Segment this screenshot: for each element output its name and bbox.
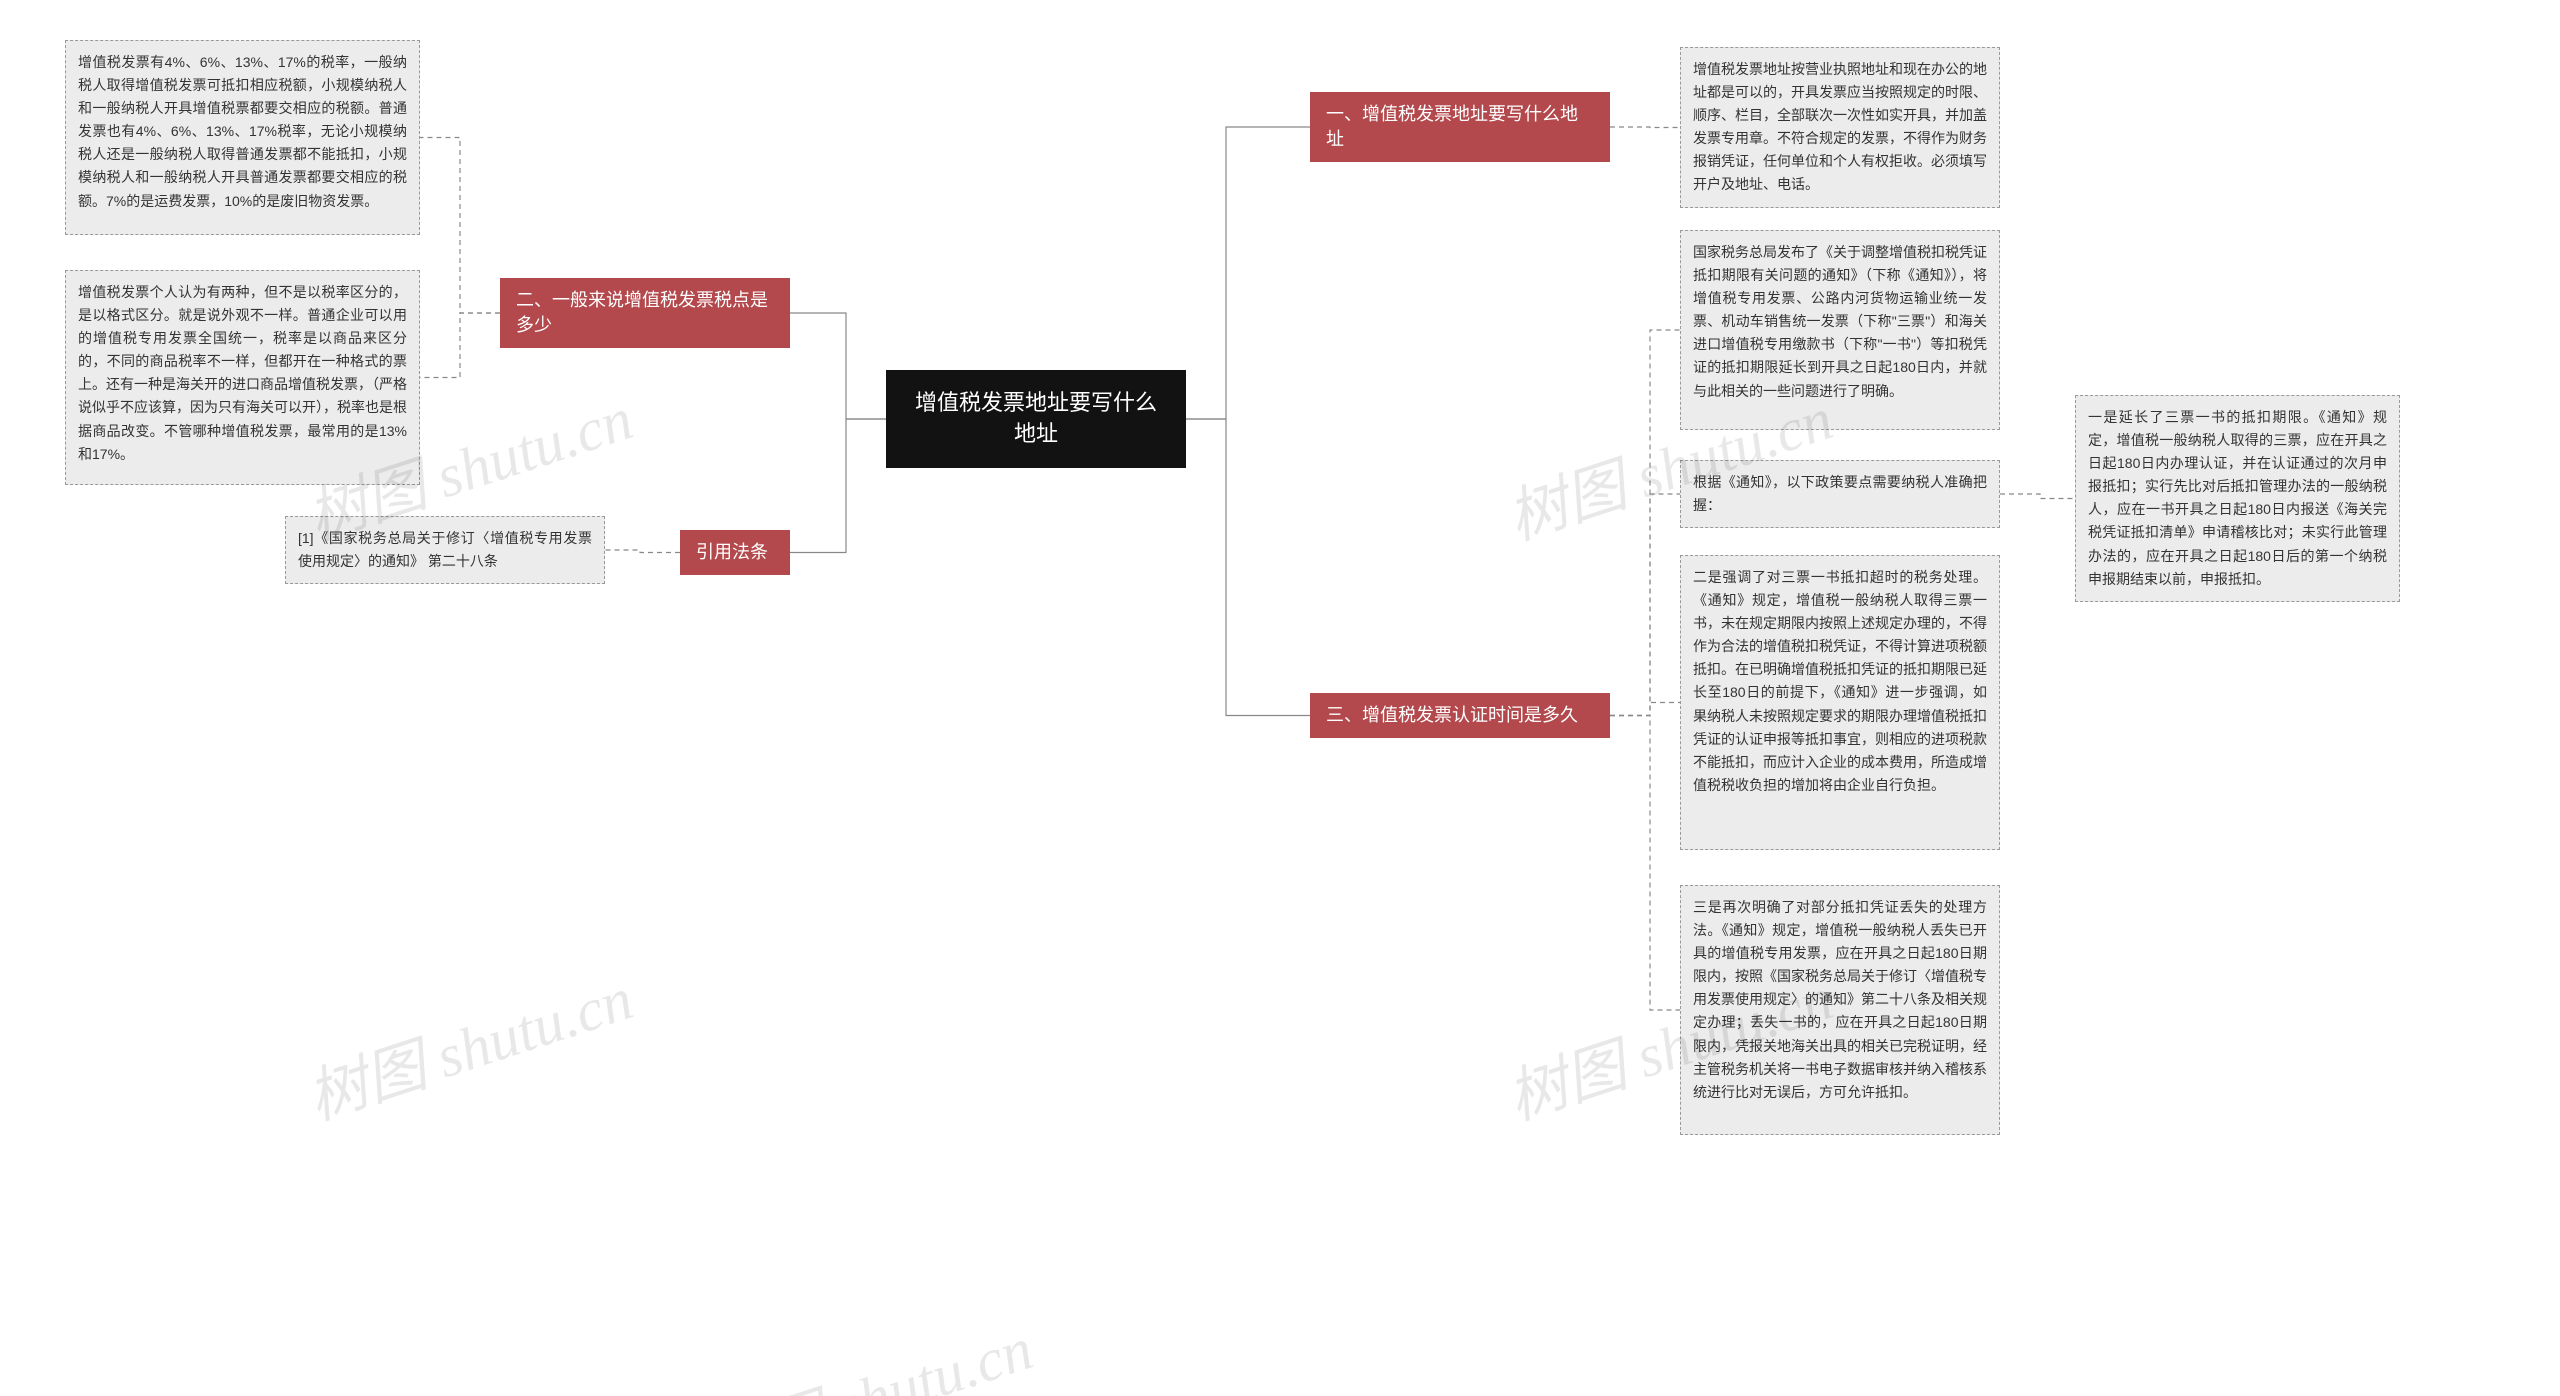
leaf-l2-1-text: 增值税发票有4%、6%、13%、17%的税率，一般纳税人取得增值税发票可抵扣相应… — [78, 54, 407, 209]
leaf-l3-2-1: 一是延长了三票一书的抵扣期限。《通知》规定，增值税一般纳税人取得的三票，应在开具… — [2075, 395, 2400, 602]
root-node: 增值税发票地址要写什么地址 — [886, 370, 1186, 468]
leaf-l3-1: 国家税务总局发布了《关于调整增值税扣税凭证抵扣期限有关问题的通知》（下称《通知》… — [1680, 230, 2000, 430]
leaf-l3-2-text: 根据《通知》，以下政策要点需要纳税人准确把握： — [1693, 474, 1987, 513]
branch-sec1: 一、增值税发票地址要写什么地址 — [1310, 92, 1610, 162]
leaf-l3-4: 三是再次明确了对部分抵扣凭证丢失的处理方法。《通知》规定，增值税一般纳税人丢失已… — [1680, 885, 2000, 1135]
branch-sec1-label: 一、增值税发票地址要写什么地址 — [1326, 104, 1578, 149]
leaf-l3-2: 根据《通知》，以下政策要点需要纳税人准确把握： — [1680, 460, 2000, 528]
branch-sec3: 三、增值税发票认证时间是多久 — [1310, 693, 1610, 738]
leaf-l1-1: 增值税发票地址按营业执照地址和现在办公的地址都是可以的，开具发票应当按照规定的时… — [1680, 47, 2000, 208]
leaf-lc-1: [1]《国家税务总局关于修订〈增值税专用发票使用规定〉的通知》 第二十八条 — [285, 516, 605, 584]
leaf-l3-3: 二是强调了对三票一书抵扣超时的税务处理。《通知》规定，增值税一般纳税人取得三票一… — [1680, 555, 2000, 850]
branch-cite-label: 引用法条 — [696, 542, 768, 562]
leaf-l1-1-text: 增值税发票地址按营业执照地址和现在办公的地址都是可以的，开具发票应当按照规定的时… — [1693, 61, 1987, 192]
leaf-lc-1-text: [1]《国家税务总局关于修订〈增值税专用发票使用规定〉的通知》 第二十八条 — [298, 530, 592, 569]
branch-sec2: 二、一般来说增值税发票税点是多少 — [500, 278, 790, 348]
watermark: 树图 shutu.cn — [295, 950, 642, 1137]
root-label: 增值税发票地址要写什么地址 — [915, 390, 1157, 446]
branch-cite: 引用法条 — [680, 530, 790, 575]
leaf-l2-2: 增值税发票个人认为有两种，但不是以税率区分的，是以格式区分。就是说外观不一样。普… — [65, 270, 420, 485]
branch-sec2-label: 二、一般来说增值税发票税点是多少 — [516, 290, 768, 335]
leaf-l3-2-1-text: 一是延长了三票一书的抵扣期限。《通知》规定，增值税一般纳税人取得的三票，应在开具… — [2088, 409, 2387, 587]
leaf-l3-3-text: 二是强调了对三票一书抵扣超时的税务处理。《通知》规定，增值税一般纳税人取得三票一… — [1693, 569, 1987, 793]
leaf-l2-2-text: 增值税发票个人认为有两种，但不是以税率区分的，是以格式区分。就是说外观不一样。普… — [78, 284, 407, 462]
branch-sec3-label: 三、增值税发票认证时间是多久 — [1326, 705, 1578, 725]
leaf-l3-4-text: 三是再次明确了对部分抵扣凭证丢失的处理方法。《通知》规定，增值税一般纳税人丢失已… — [1693, 899, 1987, 1100]
watermark: 树图 shutu.cn — [695, 1300, 1042, 1396]
leaf-l2-1: 增值税发票有4%、6%、13%、17%的税率，一般纳税人取得增值税发票可抵扣相应… — [65, 40, 420, 235]
leaf-l3-1-text: 国家税务总局发布了《关于调整增值税扣税凭证抵扣期限有关问题的通知》（下称《通知》… — [1693, 244, 1987, 399]
